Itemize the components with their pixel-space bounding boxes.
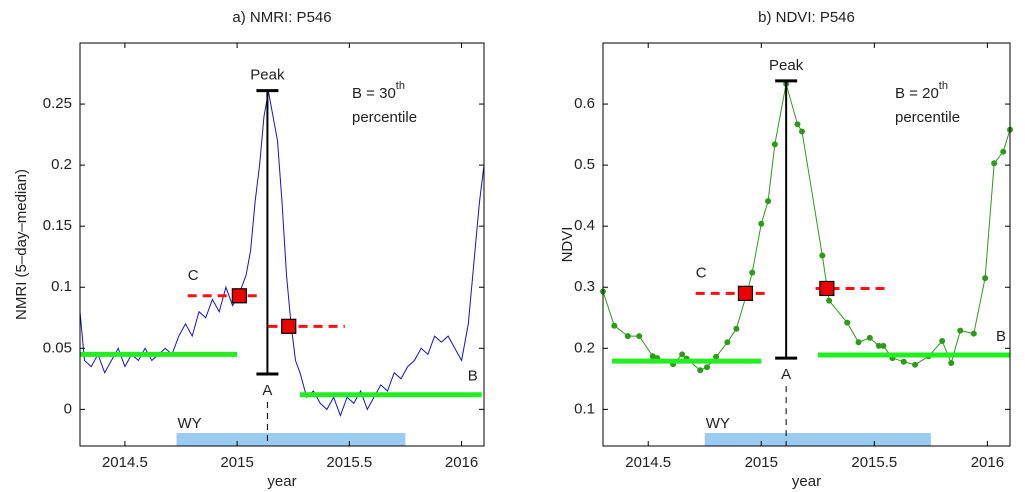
note-text: B = 20 [895, 85, 939, 102]
peak-low-label: A [781, 366, 791, 383]
data-point [819, 252, 826, 259]
data-point [957, 327, 964, 334]
y-tick-label: 0 [64, 400, 72, 417]
percentile-note: B = 30th [352, 80, 405, 102]
percentile-note: B = 20th [895, 80, 948, 102]
data-point [704, 364, 711, 371]
y-axis-label: NDVI [559, 227, 576, 263]
data-point [855, 339, 862, 346]
y-tick-label: 0.1 [574, 400, 595, 417]
threshold-label: C [188, 267, 199, 284]
water-year-label: WY [178, 415, 202, 432]
data-point [844, 319, 851, 326]
data-point [733, 325, 740, 332]
peak-high-label: Peak [769, 57, 804, 74]
data-point [948, 359, 955, 366]
x-tick-label: 2015 [220, 454, 253, 471]
data-point [697, 367, 704, 374]
data-point [724, 339, 731, 346]
y-tick-label: 0.2 [51, 156, 72, 173]
x-tick-label: 2014.5 [625, 454, 671, 471]
y-tick-label: 0.1 [51, 278, 72, 295]
threshold-marker [281, 318, 297, 334]
water-year-label: WY [706, 415, 730, 432]
data-point [912, 361, 919, 368]
data-point [991, 160, 998, 167]
data-point [713, 353, 720, 360]
percentile-note-line2: percentile [352, 109, 417, 126]
x-axis-label: year [792, 473, 821, 490]
baseline-label: B [468, 368, 478, 385]
threshold-marker [231, 288, 247, 304]
y-tick-label: 0.4 [574, 217, 595, 234]
data-point [611, 322, 618, 329]
y-tick-label: 0.5 [574, 156, 595, 173]
data-point [749, 269, 756, 276]
data-point [679, 351, 686, 358]
x-axis-label: year [267, 473, 296, 490]
data-line [79, 91, 485, 417]
data-point [1000, 148, 1007, 155]
data-point [982, 275, 989, 282]
data-point [794, 121, 801, 128]
x-tick-label: 2015.5 [326, 454, 372, 471]
chart-title: a) NMRI: P546 [232, 9, 331, 26]
data-point [875, 342, 882, 349]
x-tick-label: 2016 [445, 454, 478, 471]
note-sup: th [939, 80, 948, 92]
baseline-label: B [996, 328, 1006, 345]
x-tick-label: 2015 [745, 454, 778, 471]
data-point [880, 342, 887, 349]
y-tick-label: 0.05 [43, 339, 72, 356]
chart-title: b) NDVI: P546 [758, 9, 855, 26]
y-tick-label: 0.3 [574, 278, 595, 295]
data-point [826, 297, 833, 304]
x-tick-label: 2014.5 [102, 454, 148, 471]
data-point [649, 353, 656, 360]
axes-frame [79, 42, 485, 447]
data-point [765, 198, 772, 205]
y-tick-label: 0.25 [43, 95, 72, 112]
threshold-label: C [696, 264, 707, 281]
threshold-marker [737, 285, 754, 301]
data-point [758, 220, 765, 227]
data-point [771, 141, 778, 148]
data-point [636, 333, 643, 340]
data-point [798, 128, 805, 135]
peak-low-label: A [262, 382, 272, 399]
x-tick-label: 2015.5 [851, 454, 897, 471]
y-tick-label: 0.6 [574, 95, 595, 112]
data-point [624, 333, 631, 340]
axes-frame [602, 42, 1011, 447]
note-text: B = 30 [352, 85, 396, 102]
data-point [939, 337, 946, 344]
peak-high-label: Peak [250, 67, 285, 84]
percentile-note-line2: percentile [895, 109, 960, 126]
x-tick-label: 2016 [971, 454, 1004, 471]
threshold-marker [819, 280, 835, 297]
data-point [970, 330, 977, 337]
water-year-bar [176, 433, 406, 446]
y-tick-label: 0.2 [574, 339, 595, 356]
water-year-bar [704, 433, 931, 446]
y-axis-label: NMRI (5–day–median) [13, 169, 30, 320]
y-tick-label: 0.15 [43, 217, 72, 234]
note-sup: th [396, 80, 405, 92]
data-point [866, 334, 873, 341]
data-line [602, 83, 1011, 371]
data-point [900, 358, 907, 365]
